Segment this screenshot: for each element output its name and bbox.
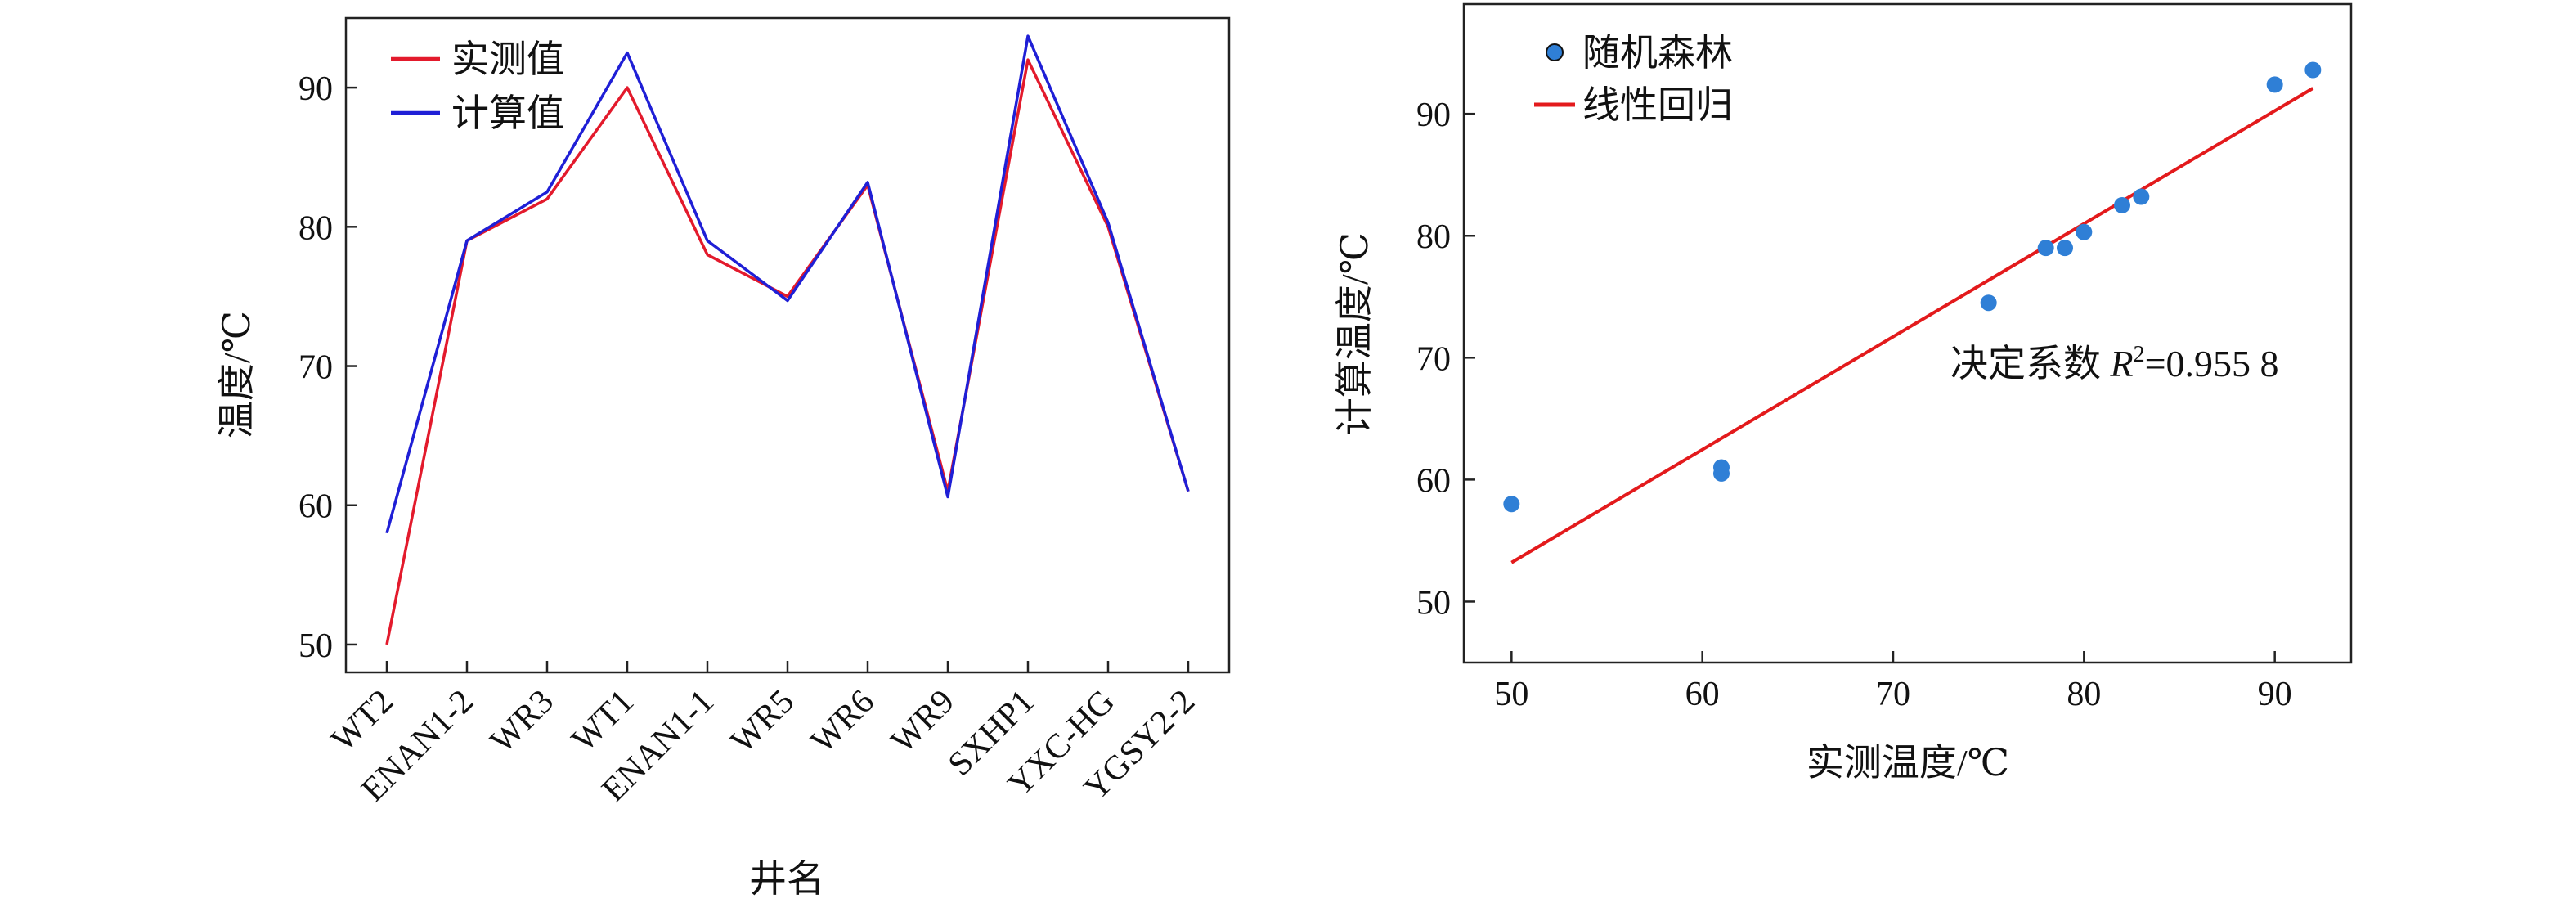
annotation-prefix: 决定系数 [1950, 343, 2111, 384]
data-point [1980, 294, 1997, 312]
series-group [385, 34, 1190, 645]
data-point [2304, 61, 2322, 79]
y-axis: 50 60 70 80 90 [298, 70, 357, 665]
legend-label: 实测值 [451, 38, 564, 80]
y-axis-title: 计算温度/℃ [1334, 232, 1376, 435]
x-tick-label: WR6 [804, 683, 882, 761]
y-axis: 50 60 70 80 90 [1416, 97, 1475, 622]
x-tick-label: 50 [1494, 676, 1528, 713]
y-tick-label: 70 [298, 349, 333, 387]
data-point [2266, 76, 2283, 93]
r-squared-annotation: 决定系数 R2=0.955 8 [1950, 342, 2279, 384]
x-axis-title: 实测温度/℃ [1806, 742, 2009, 784]
y-tick-label: 60 [298, 488, 333, 526]
regression-line [1510, 87, 2314, 564]
legend-marker [1546, 43, 1564, 61]
regression-line-group [1510, 87, 2314, 564]
data-point [1713, 465, 1730, 482]
x-axis: 50 60 70 80 90 [1494, 651, 2292, 713]
annotation-variable: R [2110, 343, 2134, 384]
y-axis-title: 温度/℃ [216, 311, 258, 438]
data-point [1503, 496, 1520, 513]
y-tick-label: 90 [298, 70, 333, 108]
points-group [1503, 61, 2322, 513]
x-tick-label: 70 [1876, 676, 1910, 713]
x-tick-label: 90 [2258, 676, 2292, 713]
plot-frame [1462, 2, 2353, 664]
legend-label: 计算值 [451, 92, 564, 134]
annotation-suffix: =0.955 8 [2145, 343, 2279, 384]
x-axis-title: 井名 [749, 858, 824, 900]
y-tick-label: 80 [298, 209, 333, 247]
data-point [2057, 240, 2073, 257]
y-tick-label: 50 [1416, 584, 1451, 622]
data-point [2114, 196, 2130, 213]
y-tick-label: 50 [298, 627, 333, 665]
x-tick-label: WR3 [483, 683, 561, 761]
series-line [385, 34, 1190, 534]
y-tick-label: 60 [1416, 462, 1451, 500]
y-tick-label: 70 [1416, 340, 1451, 378]
series-line [385, 58, 1190, 645]
annotation-superscript: 2 [2134, 342, 2145, 367]
legend-label: 线性回归 [1582, 84, 1733, 126]
legend-label: 随机森林 [1582, 32, 1733, 74]
x-tick-label: 60 [1685, 676, 1720, 713]
y-tick-label: 90 [1416, 97, 1451, 134]
y-tick-label: 80 [1416, 218, 1451, 256]
x-tick-label: 80 [2067, 676, 2101, 713]
data-point [2037, 240, 2054, 257]
x-tick-label: WR5 [724, 683, 801, 761]
data-point [2133, 188, 2150, 205]
data-point [2076, 223, 2093, 240]
